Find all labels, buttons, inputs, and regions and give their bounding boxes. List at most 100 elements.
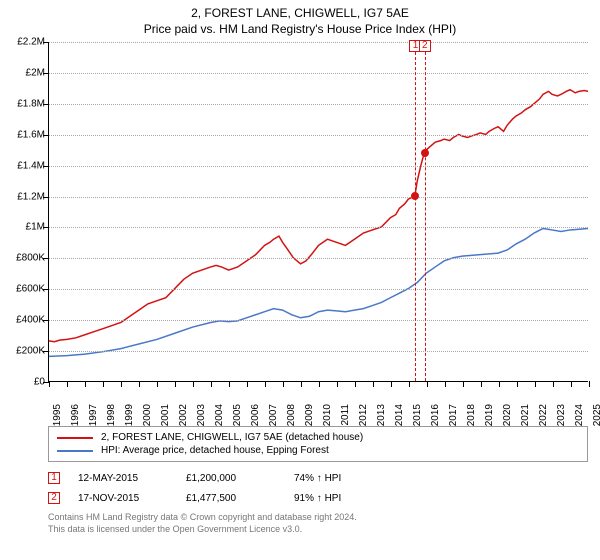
x-axis-label: 1999 [124,404,135,426]
x-axis-label: 2015 [412,404,423,426]
x-axis-label: 2004 [214,404,225,426]
x-axis-label: 2018 [466,404,477,426]
gridline [49,320,588,321]
gridline [49,197,588,198]
x-axis-label: 2014 [394,404,405,426]
x-axis-label: 2011 [340,404,351,426]
gridline [49,73,588,74]
x-tick [517,381,518,387]
event-pct: 91% ↑ HPI [294,493,588,504]
chart-svg [49,42,588,381]
x-tick [157,381,158,387]
x-axis-label: 2022 [538,404,549,426]
x-tick [373,381,374,387]
x-tick [283,381,284,387]
event-date: 17-NOV-2015 [78,493,168,504]
series-line-hpi [49,228,588,356]
legend-row-hpi: HPI: Average price, detached house, Eppi… [57,444,579,457]
x-tick [463,381,464,387]
y-axis-label: £600K [5,284,49,295]
x-axis-label: 2020 [502,404,513,426]
price-chart: £0£200K£400K£600K£800K£1M£1.2M£1.4M£1.6M… [48,42,588,382]
event-line-2 [425,42,426,381]
y-axis-label: £0 [5,377,49,388]
x-axis-label: 1997 [88,404,99,426]
events-table: 1 12-MAY-2015 £1,200,000 74% ↑ HPI 2 17-NOV-2… [48,468,588,508]
x-axis-label: 2013 [376,404,387,426]
event-row-1: 1 12-MAY-2015 £1,200,000 74% ↑ HPI [48,468,588,488]
x-axis-label: 2005 [232,404,243,426]
x-tick [247,381,248,387]
y-axis-label: £1M [5,222,49,233]
x-axis-label: 2023 [556,404,567,426]
y-axis-label: £1.8M [5,98,49,109]
x-axis-label: 2017 [448,404,459,426]
x-tick [67,381,68,387]
x-axis-label: 2000 [142,404,153,426]
x-axis-label: 2025 [592,404,600,426]
event-date: 12-MAY-2015 [78,473,168,484]
x-tick [553,381,554,387]
x-axis-label: 1998 [106,404,117,426]
gridline [49,289,588,290]
x-axis-label: 1996 [70,404,81,426]
y-axis-label: £200K [5,346,49,357]
x-tick [49,381,50,387]
gridline [49,104,588,105]
event-pct: 74% ↑ HPI [294,473,588,484]
event-dot-2 [421,149,429,157]
footer-attribution: Contains HM Land Registry data © Crown c… [48,512,588,535]
gridline [49,351,588,352]
gridline [49,42,588,43]
gridline [49,258,588,259]
event-dot-1 [411,192,419,200]
event-num: 1 [48,472,60,484]
event-marker-2: 2 [419,40,431,52]
x-tick [85,381,86,387]
x-tick [175,381,176,387]
gridline [49,227,588,228]
legend-label-property: 2, FOREST LANE, CHIGWELL, IG7 5AE (detac… [101,432,363,443]
footer-line2: This data is licensed under the Open Gov… [48,524,588,536]
footer-line1: Contains HM Land Registry data © Crown c… [48,512,588,524]
x-axis-label: 2003 [196,404,207,426]
x-axis-label: 2008 [286,404,297,426]
legend: 2, FOREST LANE, CHIGWELL, IG7 5AE (detac… [48,426,588,462]
x-tick [571,381,572,387]
x-tick [337,381,338,387]
event-price: £1,200,000 [186,473,276,484]
x-tick [319,381,320,387]
x-tick [535,381,536,387]
x-axis-label: 2021 [520,404,531,426]
x-tick [589,381,590,387]
x-axis-label: 2019 [484,404,495,426]
event-price: £1,477,500 [186,493,276,504]
x-axis-label: 2006 [250,404,261,426]
x-tick [391,381,392,387]
event-num: 2 [48,492,60,504]
series-line-property [49,90,588,342]
y-axis-label: £2M [5,67,49,78]
y-axis-label: £800K [5,253,49,264]
x-tick [409,381,410,387]
y-axis-label: £1.2M [5,191,49,202]
legend-label-hpi: HPI: Average price, detached house, Eppi… [101,445,329,456]
x-axis-label: 2007 [268,404,279,426]
y-axis-label: £2.2M [5,37,49,48]
x-tick [301,381,302,387]
x-tick [193,381,194,387]
legend-swatch-property [57,437,93,439]
title-address: 2, FOREST LANE, CHIGWELL, IG7 5AE [0,0,600,20]
x-axis-label: 2010 [322,404,333,426]
y-axis-label: £400K [5,315,49,326]
x-tick [499,381,500,387]
y-axis-label: £1.6M [5,129,49,140]
x-axis-label: 2002 [178,404,189,426]
title-subtitle: Price paid vs. HM Land Registry's House … [0,20,600,42]
x-tick [427,381,428,387]
x-tick [211,381,212,387]
x-axis-label: 2016 [430,404,441,426]
x-tick [445,381,446,387]
legend-row-property: 2, FOREST LANE, CHIGWELL, IG7 5AE (detac… [57,431,579,444]
x-axis-label: 1995 [52,404,63,426]
